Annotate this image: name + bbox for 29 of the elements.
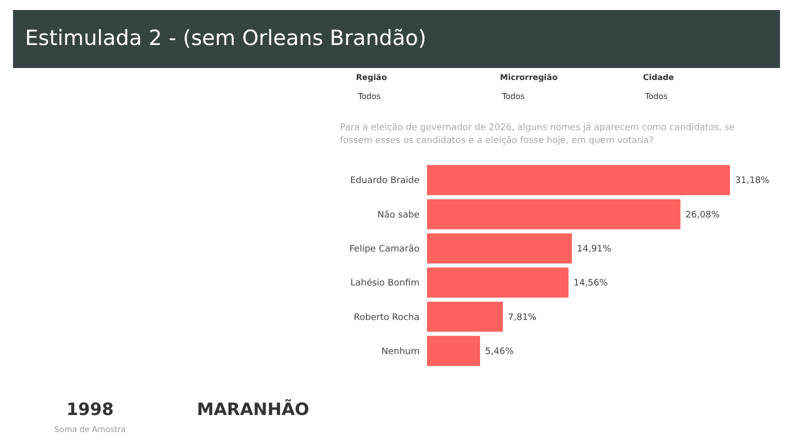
data-label: 14,91% [576,244,612,254]
text: Soma de Amostra [54,425,126,434]
bar [427,233,572,264]
text: Região [356,73,388,82]
text: Todos [501,92,525,101]
text: Estimulada 2 - (sem Orleans Brandão) [25,26,426,50]
text: Para a eleição de governador de 2026, alguns nomes já aparecem como candidatos, se fossem esses os candidatos e a eleição fosse hoje, em quem votaria? [340,122,736,146]
y-tick-label: Eduardo Braide [350,176,420,186]
y-tick-label: Nenhum [381,346,420,357]
data-label: 7,81% [508,312,537,323]
data-label: 31,18% [735,176,770,186]
data-label: 14,56% [573,278,608,289]
text: Todos [357,92,381,101]
y-tick-label: Roberto Rocha [354,312,420,323]
data-label: 26,08% [685,210,720,220]
text: Cidade [643,73,674,82]
y-tick-label: Felipe Camarão [349,244,420,254]
data-label: 5,46% [485,346,514,357]
bar [427,199,680,230]
bar [427,268,568,298]
text: MARANHÃO [196,399,310,420]
text: Microrregião [500,73,558,82]
y-tick-label: Lahésio Bonfim [350,278,420,289]
text: Todos [644,92,668,101]
text: 1998 [66,400,114,420]
bar [427,336,480,366]
bar [427,302,503,332]
y-tick-label: Não sabe [377,210,420,220]
bar [427,165,730,196]
